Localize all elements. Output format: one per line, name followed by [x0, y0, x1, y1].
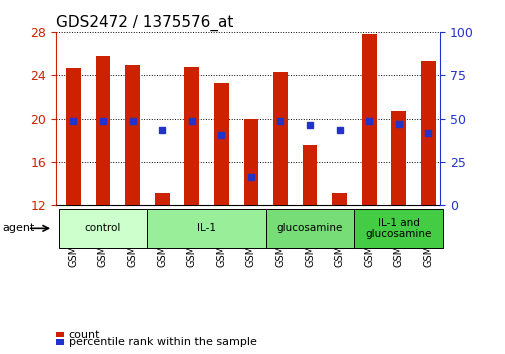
- Bar: [125, 65, 140, 205]
- Text: count: count: [69, 330, 100, 339]
- Bar: [214, 83, 228, 205]
- Bar: [95, 56, 110, 205]
- Bar: [184, 67, 199, 205]
- Bar: [420, 61, 435, 205]
- Bar: [56, 339, 64, 345]
- Bar: [354, 209, 442, 248]
- Text: IL-1: IL-1: [196, 223, 216, 233]
- Text: glucosamine: glucosamine: [276, 223, 342, 233]
- Bar: [59, 209, 147, 248]
- Bar: [332, 193, 346, 205]
- Bar: [273, 72, 287, 205]
- Bar: [391, 111, 406, 205]
- Text: control: control: [85, 223, 121, 233]
- Bar: [361, 34, 376, 205]
- Bar: [302, 144, 317, 205]
- Bar: [66, 68, 81, 205]
- Text: percentile rank within the sample: percentile rank within the sample: [69, 337, 256, 347]
- Text: agent: agent: [3, 223, 35, 233]
- Bar: [155, 193, 169, 205]
- Text: IL-1 and
glucosamine: IL-1 and glucosamine: [365, 217, 431, 239]
- Bar: [243, 119, 258, 205]
- Text: GDS2472 / 1375576_at: GDS2472 / 1375576_at: [56, 14, 233, 30]
- Bar: [56, 332, 64, 337]
- Bar: [265, 209, 354, 248]
- Bar: [147, 209, 265, 248]
